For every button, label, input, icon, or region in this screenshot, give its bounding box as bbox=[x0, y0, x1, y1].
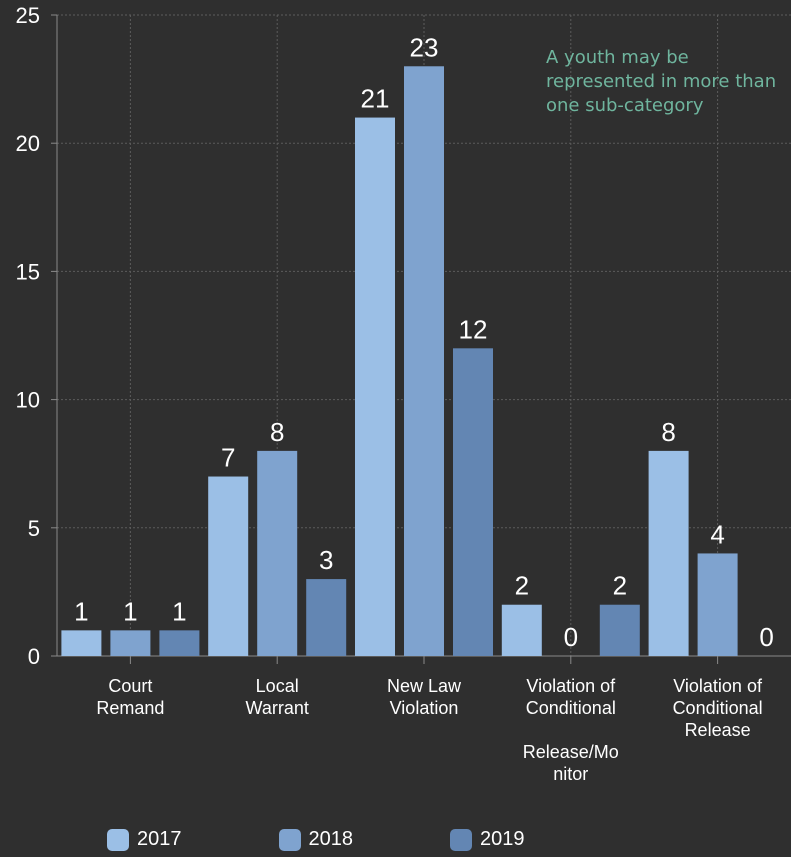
bar-2018 bbox=[110, 630, 151, 656]
y-tick-label: 10 bbox=[16, 388, 40, 413]
bar-2019 bbox=[599, 604, 640, 656]
legend-item-2019[interactable]: 2019 bbox=[450, 828, 525, 851]
legend-label-2017: 2017 bbox=[137, 828, 182, 850]
x-tick-label-line: Violation of bbox=[526, 676, 616, 696]
bar-2019 bbox=[159, 630, 200, 656]
bar-2018 bbox=[257, 450, 298, 656]
chart-note: A youth may be represented in more than … bbox=[546, 47, 777, 116]
bar-2017 bbox=[648, 450, 689, 656]
bar-2017 bbox=[501, 604, 542, 656]
legend-swatch-2019 bbox=[450, 828, 472, 851]
bar-value-label: 12 bbox=[459, 314, 488, 344]
x-tick-label-line: Violation bbox=[390, 698, 459, 718]
legend-label-2018: 2018 bbox=[308, 828, 354, 850]
bar-value-label: 4 bbox=[710, 519, 724, 549]
y-tick-label: 20 bbox=[16, 131, 40, 156]
bar-2017 bbox=[208, 476, 249, 656]
legend-item-2017[interactable]: 2017 bbox=[107, 828, 182, 851]
bar-value-label: 8 bbox=[270, 417, 284, 447]
bar-value-label: 8 bbox=[661, 417, 675, 447]
x-tick-label-line: Conditional bbox=[526, 698, 616, 718]
y-tick-label: 15 bbox=[16, 259, 40, 284]
y-tick-label: 0 bbox=[28, 644, 40, 669]
x-tick-label: Violation of Conditional Release/Mo nitor bbox=[523, 676, 619, 784]
x-tick-label-line: New Law bbox=[387, 676, 462, 696]
chart-legend: 2017 2018 2019 bbox=[107, 828, 525, 851]
legend-swatch-2017 bbox=[107, 828, 129, 851]
x-tick-label: Local Warrant bbox=[246, 676, 309, 718]
x-tick-label-line: Local bbox=[256, 676, 299, 696]
x-tick-label-line: Warrant bbox=[246, 698, 309, 718]
bar-2017 bbox=[355, 117, 395, 656]
bar-2019 bbox=[306, 579, 347, 656]
legend-item-2018[interactable]: 2018 bbox=[278, 828, 354, 851]
x-tick-label-line: Court bbox=[108, 676, 152, 696]
bar-value-label: 1 bbox=[123, 596, 137, 626]
legend-swatch-2018 bbox=[278, 828, 301, 851]
bar-value-label: 1 bbox=[74, 596, 88, 626]
x-tick-label-line: Release bbox=[685, 720, 751, 740]
x-tick-label: Court Remand bbox=[96, 676, 164, 718]
bar-value-label: 1 bbox=[172, 596, 186, 626]
bar-value-label: 7 bbox=[221, 443, 235, 473]
x-tick-label: Violation of Conditional Release bbox=[673, 676, 763, 740]
bar-value-label: 2 bbox=[515, 571, 529, 601]
bar-value-label: 3 bbox=[319, 545, 333, 575]
x-tick-label-line: nitor bbox=[553, 764, 588, 784]
bar-value-label: 2 bbox=[613, 571, 627, 601]
bar-value-label: 0 bbox=[759, 622, 773, 652]
bar-2019 bbox=[453, 348, 493, 656]
y-tick-label: 25 bbox=[16, 3, 40, 28]
bar-value-label: 0 bbox=[564, 622, 578, 652]
x-tick-label-line: Remand bbox=[96, 698, 164, 718]
x-tick-label-line bbox=[568, 720, 573, 740]
bar-2018 bbox=[697, 553, 738, 656]
y-tick-label: 5 bbox=[28, 516, 40, 541]
x-tick-label: New Law Violation bbox=[387, 676, 462, 718]
x-tick-label-line: Conditional bbox=[673, 698, 763, 718]
bar-2018 bbox=[404, 66, 444, 656]
bar-value-label: 21 bbox=[361, 84, 390, 114]
bar-2017 bbox=[61, 630, 102, 656]
bar-value-label: 23 bbox=[410, 32, 439, 62]
x-tick-label-line: Violation of bbox=[673, 676, 763, 696]
x-tick-label-line: Release/Mo bbox=[523, 742, 619, 762]
legend-label-2019: 2019 bbox=[480, 828, 525, 850]
